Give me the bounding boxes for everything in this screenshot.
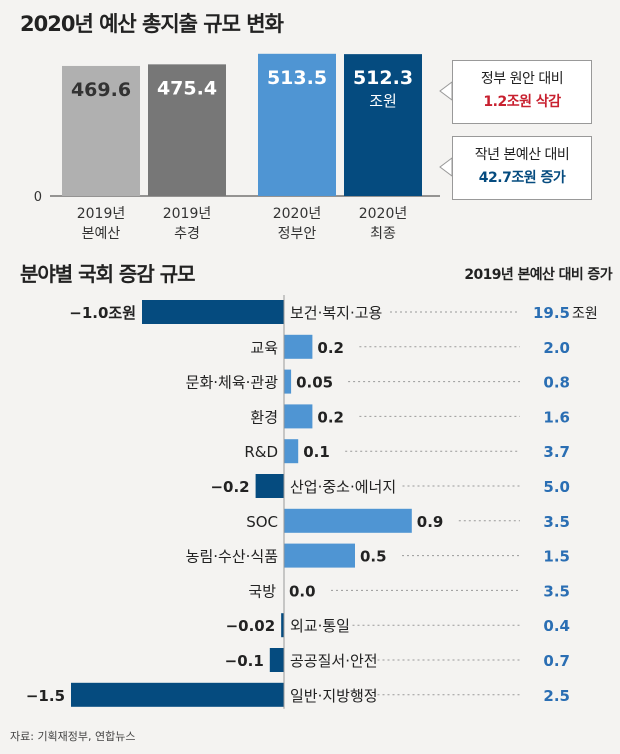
field-change-label-2: 0.2	[317, 339, 344, 357]
top-chart-title: 2020년 예산 총지출 규모 변화	[20, 12, 284, 36]
field-bar-6	[255, 474, 284, 498]
callout-gov-pointer	[439, 81, 453, 101]
field-bar-7	[284, 508, 412, 533]
field-bar-10	[281, 613, 284, 638]
field-category-3: 문화·체육·관광	[186, 374, 279, 392]
field-category-6: 산업·중소·에너지	[290, 478, 396, 496]
top-bar-1	[62, 65, 140, 196]
field-change-label-4: 0.2	[317, 408, 344, 426]
callout-prev-line2: 42.7조원 증가	[478, 170, 566, 186]
field-change-label-7: 0.9	[417, 513, 444, 531]
field-increase-6: 5.0	[543, 478, 570, 496]
field-bar-8	[284, 543, 355, 568]
field-category-2: 교육	[250, 339, 278, 357]
callout-gov: 정부 원안 대비 1.2조원 삭감	[452, 60, 592, 124]
field-increase-4: 1.6	[543, 408, 570, 426]
top-bar-value-3: 513.5	[267, 67, 327, 89]
top-category-name-1: 본예산	[82, 226, 121, 242]
top-axis-zero-label: 0	[34, 190, 42, 205]
field-change-label-12: −1.5	[26, 687, 65, 705]
bottom-chart-subhead: 2019년 본예산 대비 증가	[464, 267, 612, 283]
top-bar-value-2: 475.4	[157, 77, 217, 99]
field-increase-8: 1.5	[543, 548, 570, 566]
top-category-name-4: 최종	[370, 226, 396, 242]
field-change-label-9: 0.0	[289, 582, 316, 600]
field-bar-3	[284, 369, 292, 394]
field-increase-unit: 조원	[572, 306, 598, 322]
top-category-name-3: 정부안	[278, 226, 317, 242]
callout-prev: 작년 본예산 대비 42.7조원 증가	[452, 136, 592, 200]
field-change-label-11: −0.1	[225, 652, 264, 670]
callout-prev-pointer	[439, 157, 453, 177]
field-change-label-5: 0.1	[303, 443, 330, 461]
field-category-12: 일반·지방행정	[290, 687, 378, 705]
field-category-8: 농림·수산·식품	[186, 548, 278, 566]
top-bar-value-4: 512.3	[353, 67, 413, 89]
top-category-name-2: 추경	[174, 226, 200, 242]
field-category-10: 외교·통일	[290, 617, 350, 635]
field-bar-5	[284, 439, 299, 464]
field-change-label-6: −0.2	[210, 478, 249, 496]
callout-prev-line1: 작년 본예산 대비	[474, 147, 570, 163]
field-increase-3: 0.8	[543, 374, 570, 392]
top-bar-2	[148, 64, 226, 196]
callout-gov-line2: 1.2조원 삭감	[483, 94, 561, 110]
field-change-label-1: −1.0조원	[69, 304, 136, 322]
field-increase-1: 19.5	[533, 304, 570, 322]
field-change-label-8: 0.5	[360, 548, 387, 566]
field-increase-10: 0.4	[543, 617, 570, 635]
field-category-7: SOC	[246, 513, 278, 531]
field-category-1: 보건·복지·고용	[290, 304, 382, 322]
top-category-year-2: 2019년	[163, 206, 212, 222]
field-bar-11	[269, 648, 284, 672]
source-note: 자료: 기획재정부, 연합뉴스	[10, 730, 136, 743]
top-bar-unit-label: 조원	[369, 92, 397, 110]
field-increase-7: 3.5	[543, 513, 570, 531]
field-change-label-10: −0.02	[226, 617, 276, 635]
field-category-11: 공공질서·안전	[290, 652, 378, 670]
top-category-year-4: 2020년	[359, 206, 408, 222]
field-increase-5: 3.7	[543, 443, 570, 461]
field-increase-11: 0.7	[543, 652, 570, 670]
top-category-year-3: 2020년	[273, 206, 322, 222]
field-increase-9: 3.5	[543, 582, 570, 600]
top-bar-4	[344, 54, 422, 196]
top-bar-value-1: 469.6	[71, 79, 131, 101]
field-bar-2	[284, 334, 313, 359]
bottom-chart-title: 분야별 국회 증감 규모	[20, 262, 195, 286]
top-bar-3	[258, 53, 336, 196]
field-category-5: R&D	[244, 443, 278, 461]
field-bar-chart: −1.0조원 보건·복지·고용 19.5 조원 0.2 교육 2.0 0.05 문화·체육·관광…	[26, 295, 598, 709]
field-bar-4	[284, 404, 313, 429]
field-increase-2: 2.0	[543, 339, 570, 357]
field-change-label-3: 0.05	[296, 374, 333, 392]
top-category-year-1: 2019년	[77, 206, 126, 222]
field-bar-1	[142, 300, 284, 324]
field-category-4: 환경	[250, 408, 278, 426]
field-category-9: 국방	[248, 582, 276, 600]
field-increase-12: 2.5	[543, 687, 570, 705]
field-bar-12	[71, 682, 284, 707]
callout-gov-line1: 정부 원안 대비	[480, 71, 564, 87]
